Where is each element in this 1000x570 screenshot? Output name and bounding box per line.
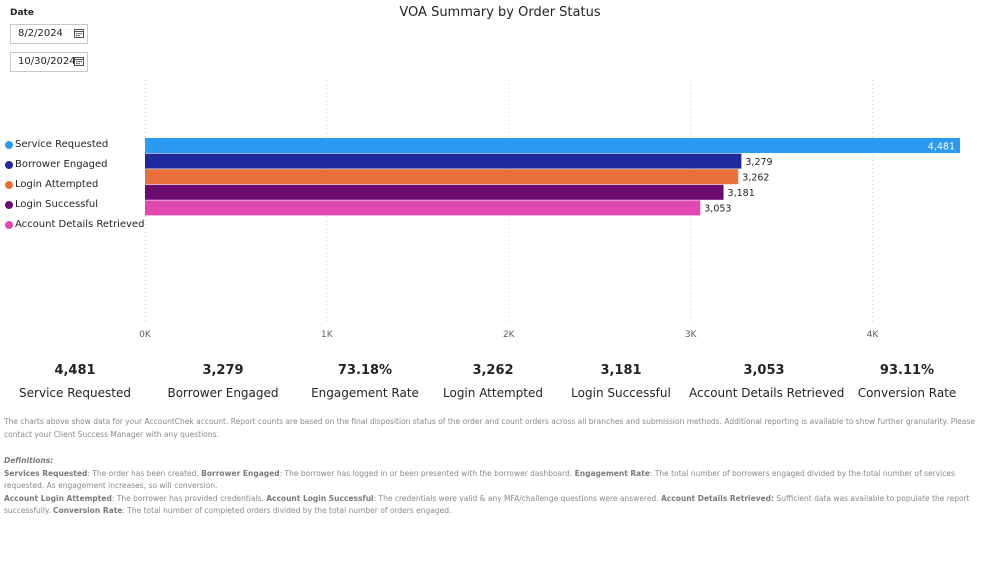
kpi-conversion-rate: 93.11% Conversion Rate [832, 360, 982, 400]
kpi-label: Login Attempted [443, 386, 543, 400]
kpi-engagement-rate: 73.18% Engagement Rate [290, 360, 440, 400]
kpi-login-attempted: 3,262 Login Attempted [418, 360, 568, 400]
bar-value-label: 3,279 [745, 157, 772, 168]
x-tick-label: 0K [139, 330, 152, 340]
report-notes: The charts above show data for your Acco… [4, 416, 990, 518]
calendar-icon[interactable] [74, 56, 84, 66]
kpi-service-requested: 4,481 Service Requested [0, 360, 150, 400]
definitions-text-1: Services Requested: The order has been c… [4, 468, 955, 491]
x-tick-label: 3K [685, 330, 698, 340]
kpi-value: 4,481 [54, 363, 96, 378]
bar-borrower-engaged[interactable] [145, 153, 742, 169]
kpi-value: 93.11% [879, 363, 935, 378]
start-date-input[interactable]: 8/2/2024 [10, 24, 88, 44]
x-tick-label: 2K [503, 330, 516, 340]
bar-value-label: 4,481 [928, 141, 955, 152]
kpi-value: 3,181 [600, 363, 642, 378]
legend-item-login-successful[interactable]: Login Successful [5, 198, 144, 218]
legend-dot [5, 201, 13, 209]
bar-login-attempted[interactable] [145, 169, 739, 185]
kpi-row: 4,481 Service Requested 3,279 Borrower E… [0, 360, 1000, 408]
definitions-title: Definitions: [4, 456, 54, 465]
legend-item-account-details-retrieved[interactable]: Account Details Retrieved [5, 218, 144, 238]
legend-item-login-attempted[interactable]: Login Attempted [5, 178, 144, 198]
legend-item-service-requested[interactable]: Service Requested [5, 138, 144, 158]
end-date-input[interactable]: 10/30/2024 [10, 52, 88, 72]
kpi-value: 73.18% [337, 363, 393, 378]
calendar-icon[interactable] [74, 28, 84, 38]
notes-intro: The charts above show data for your Acco… [4, 417, 976, 439]
kpi-value: 3,279 [202, 363, 244, 378]
legend-dot [5, 181, 13, 189]
kpi-label: Conversion Rate [857, 386, 957, 400]
kpi-value: 3,262 [472, 363, 514, 378]
bar-value-label: 3,262 [742, 173, 769, 184]
kpi-label: Account Details Retrieved [689, 386, 845, 400]
chart-legend: Service Requested Borrower Engaged Login… [5, 138, 144, 238]
kpi-label: Engagement Rate [311, 386, 419, 400]
bar-service-requested[interactable] [145, 138, 960, 153]
bar-account-details-retrieved[interactable] [145, 200, 701, 216]
legend-item-borrower-engaged[interactable]: Borrower Engaged [5, 158, 144, 178]
legend-label: Borrower Engaged [15, 159, 108, 170]
end-date-value: 10/30/2024 [18, 56, 76, 67]
legend-dot [5, 221, 13, 229]
bar-login-successful[interactable] [145, 184, 724, 200]
bar-value-label: 3,181 [728, 188, 755, 199]
bar-value-label: 3,053 [704, 204, 731, 215]
legend-label: Login Successful [15, 199, 99, 210]
chart-title: VOA Summary by Order Status [399, 5, 601, 20]
legend-label: Login Attempted [15, 179, 99, 190]
start-date-value: 8/2/2024 [18, 28, 63, 39]
kpi-label: Login Successful [571, 386, 671, 400]
legend-dot [5, 141, 13, 149]
legend-dot [5, 161, 13, 169]
legend-label: Service Requested [15, 139, 109, 150]
kpi-account-details-retrieved: 3,053 Account Details Retrieved [689, 360, 845, 400]
definitions-text-2: Account Login Attempted: The borrower ha… [4, 493, 970, 516]
kpi-value: 3,053 [743, 363, 785, 378]
x-tick-label: 1K [321, 330, 334, 340]
bar-chart: 0K 1K 2K 3K 4K 4,481 3,279 3,262 3,181 3,053 [139, 80, 960, 340]
kpi-label: Service Requested [19, 386, 131, 400]
date-filter-label: Date [10, 8, 34, 18]
legend-label: Account Details Retrieved [15, 219, 145, 230]
x-tick-label: 4K [867, 330, 880, 340]
kpi-label: Borrower Engaged [167, 386, 279, 400]
kpi-login-successful: 3,181 Login Successful [546, 360, 696, 400]
kpi-borrower-engaged: 3,279 Borrower Engaged [148, 360, 298, 400]
